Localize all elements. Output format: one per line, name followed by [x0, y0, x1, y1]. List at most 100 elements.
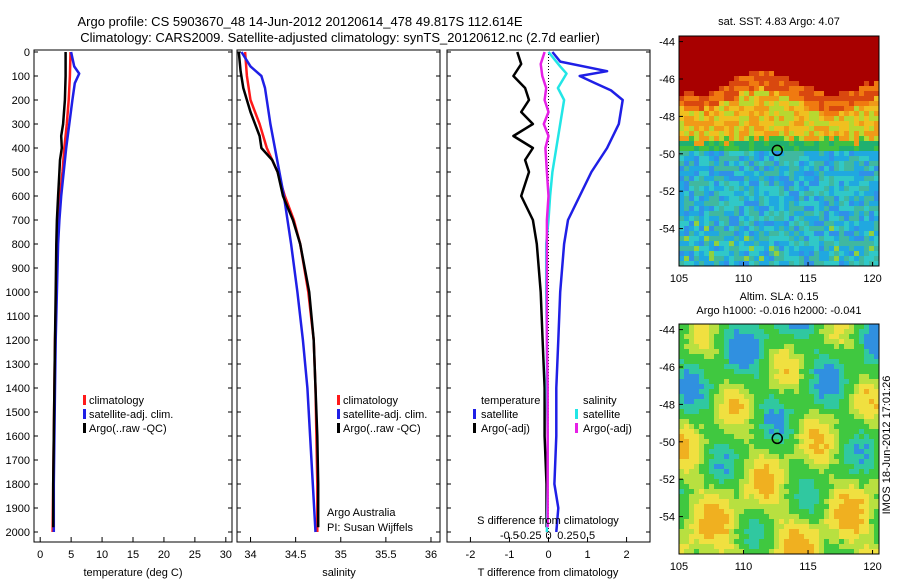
sla-map-cell	[689, 334, 695, 340]
sst-map-cell	[744, 71, 750, 77]
sst-map-cell	[789, 201, 795, 207]
sla-map-cell	[799, 409, 805, 415]
sst-map-cell	[679, 216, 685, 222]
sst-map-cell	[724, 36, 730, 42]
sst-map-cell	[819, 136, 825, 142]
sla-map-cell	[849, 544, 855, 550]
sst-map-cell	[854, 196, 860, 202]
sst-map-cell	[799, 41, 805, 47]
sst-map-cell	[759, 106, 765, 112]
sst-map-cell	[709, 101, 715, 107]
sst-map-cell	[839, 176, 845, 182]
sst-map-cell	[689, 131, 695, 137]
sla-map-cell	[694, 434, 700, 440]
sst-map-cell	[849, 56, 855, 62]
sla-map-cell	[759, 434, 765, 440]
sst-map-cell	[744, 201, 750, 207]
sst-map-cell	[859, 96, 865, 102]
institution-note: Argo Australia	[327, 507, 396, 519]
sla-map-cell	[819, 469, 825, 475]
sst-map-cell	[774, 56, 780, 62]
sla-map-cell	[784, 329, 790, 335]
sst-map-cell	[869, 111, 875, 117]
sst-map-cell	[804, 141, 810, 147]
sla-map-cell	[734, 329, 740, 335]
sla-map-cell	[804, 389, 810, 395]
sst-map-cell	[854, 101, 860, 107]
sla-map-cell	[834, 519, 840, 525]
sla-map-cell	[729, 489, 735, 495]
sla-map-cell	[699, 479, 705, 485]
sla-map-cell	[824, 469, 830, 475]
sla-map-cell	[689, 374, 695, 380]
sla-map-cell	[784, 379, 790, 385]
sla-map-cell	[874, 509, 880, 515]
sst-map-cell	[859, 66, 865, 72]
sst-map-cell	[699, 261, 705, 267]
sla-map-cell	[839, 389, 845, 395]
sla-map-cell	[704, 484, 710, 490]
sla-map-cell	[769, 379, 775, 385]
sst-map-cell	[679, 71, 685, 77]
sla-map-frame	[678, 323, 880, 555]
sla-map-cell	[849, 429, 855, 435]
sla-map-cell	[859, 324, 865, 330]
sla-map-cell	[699, 444, 705, 450]
sst-map-cell	[754, 51, 760, 57]
sst-map-cell	[689, 171, 695, 177]
sst-map-cell	[874, 66, 880, 72]
sla-map-cell	[769, 519, 775, 525]
sst-map-cell	[709, 196, 715, 202]
sla-map-cell	[714, 519, 720, 525]
sla-map-cell	[734, 499, 740, 505]
sla-map-cell	[869, 439, 875, 445]
sst-map-cell	[784, 186, 790, 192]
sla-map-cell	[679, 519, 685, 525]
sst-map-cell	[829, 61, 835, 67]
sla-map-cell	[759, 324, 765, 330]
sst-map-cell	[854, 216, 860, 222]
sst-map-cell	[714, 231, 720, 237]
sst-map-cell	[734, 226, 740, 232]
sla-map-cell	[804, 459, 810, 465]
sla-map-cell	[729, 429, 735, 435]
sla-map-cell	[784, 449, 790, 455]
sla-map-cell	[794, 439, 800, 445]
sst-map-cell	[829, 141, 835, 147]
sst-map-cell	[689, 151, 695, 157]
sst-map-cell	[734, 66, 740, 72]
sla-map-cell	[729, 424, 735, 430]
sla-map-cell	[794, 504, 800, 510]
sla-map-cell	[719, 514, 725, 520]
sst-map-cell	[719, 116, 725, 122]
sla-map-cell	[814, 374, 820, 380]
sst-map-cell	[859, 116, 865, 122]
sst-map-cell	[694, 146, 700, 152]
sst-map-cell	[689, 121, 695, 127]
sla-map-cell	[759, 504, 765, 510]
sst-map-cell	[864, 126, 870, 132]
sst-map-cell	[874, 221, 880, 227]
sla-map-cell	[819, 404, 825, 410]
sst-map-cell	[779, 131, 785, 137]
sla-map-cell	[804, 529, 810, 535]
sla-map-cell	[769, 484, 775, 490]
sla-map-cell	[764, 499, 770, 505]
sla-map-cell	[679, 329, 685, 335]
sst-map-cell	[684, 141, 690, 147]
sla-map-cell	[844, 369, 850, 375]
sst-map-cell	[709, 191, 715, 197]
sst-map-cell	[874, 241, 880, 247]
sst-map-cell	[869, 71, 875, 77]
sst-map-cell	[694, 156, 700, 162]
sst-map-cell	[849, 36, 855, 42]
sst-map-cell	[739, 101, 745, 107]
sst-map-cell	[859, 261, 865, 267]
sst-map-cell	[839, 86, 845, 92]
sla-map-cell	[804, 374, 810, 380]
sla-map-cell	[774, 524, 780, 530]
sst-map-cell	[724, 41, 730, 47]
sst-map-cell	[824, 251, 830, 257]
sla-map-cell	[734, 509, 740, 515]
sla-map-cell	[874, 464, 880, 470]
